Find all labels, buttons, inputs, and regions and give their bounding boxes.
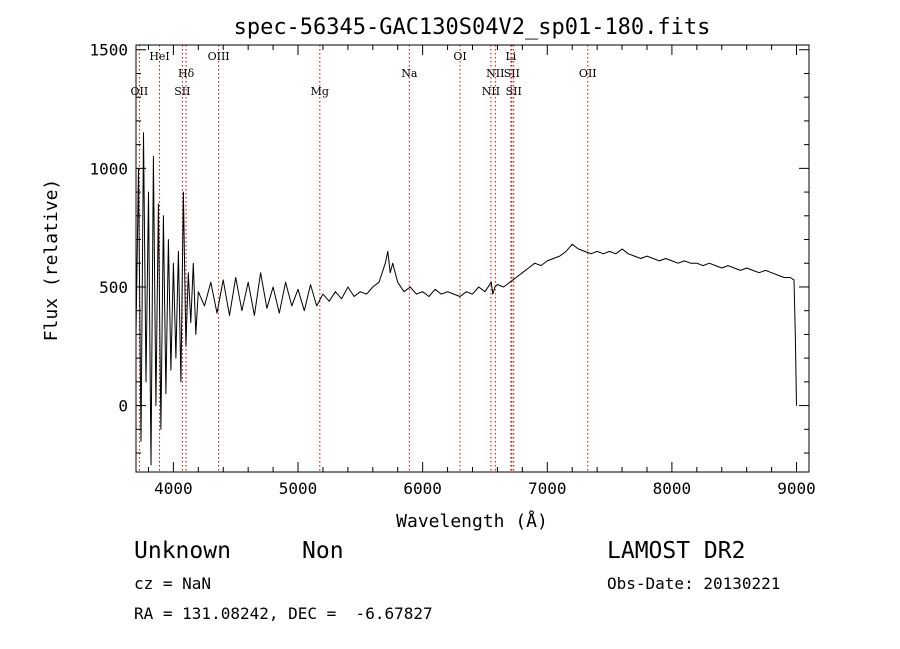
x-tick-label: 8000 xyxy=(653,479,692,498)
redshift-label: cz = NaN xyxy=(134,574,212,593)
plot-axes: 4000 5000 6000 7000 8000 9000 0 500 1000 1500 xyxy=(89,41,815,498)
line-label-13: OII xyxy=(579,67,597,80)
spectrum-series xyxy=(135,132,797,466)
y-tick-label: 1500 xyxy=(89,41,128,60)
y-tick-label: 0 xyxy=(118,397,128,416)
y-axis-label: Flux (relative) xyxy=(41,179,62,342)
chart-title: spec-56345-GAC130S04V2_sp01-180.fits xyxy=(234,15,711,40)
line-label-5: Mg xyxy=(311,85,329,98)
subclass-label: Non xyxy=(302,538,344,564)
line-label-2: Hδ xyxy=(178,67,195,80)
line-label-6: Na xyxy=(401,67,418,80)
x-tick-label: 4000 xyxy=(154,479,193,498)
class-label: Unknown xyxy=(134,538,231,564)
x-tick-label: 9000 xyxy=(777,479,816,498)
line-label-11: SII xyxy=(504,67,520,80)
line-label-10: Li xyxy=(505,50,516,63)
obs-date-label: Obs-Date: 20130221 xyxy=(607,574,781,593)
line-label-7: OI xyxy=(453,50,466,63)
coordinates-label: RA = 131.08242, DEC = -6.67827 xyxy=(134,604,433,623)
x-tick-label: 6000 xyxy=(403,479,442,498)
spectrum-line-0 xyxy=(135,132,797,466)
line-label-9: NII xyxy=(486,67,504,80)
x-axis-label: Wavelength (Å) xyxy=(396,510,548,532)
y-tick-label: 1000 xyxy=(89,159,128,178)
line-label-12: SII xyxy=(506,85,522,98)
plot-frame xyxy=(135,44,810,473)
survey-label: LAMOST DR2 xyxy=(607,538,746,564)
line-label-3: SII xyxy=(174,85,190,98)
line-label-0: OII xyxy=(131,85,149,98)
line-label-4: OIII xyxy=(208,50,230,63)
line-label-1: HeI xyxy=(149,50,169,63)
y-tick-label: 500 xyxy=(99,278,128,297)
x-tick-label: 5000 xyxy=(279,479,318,498)
x-tick-label: 7000 xyxy=(528,479,567,498)
line-label-8: NII xyxy=(482,85,500,98)
